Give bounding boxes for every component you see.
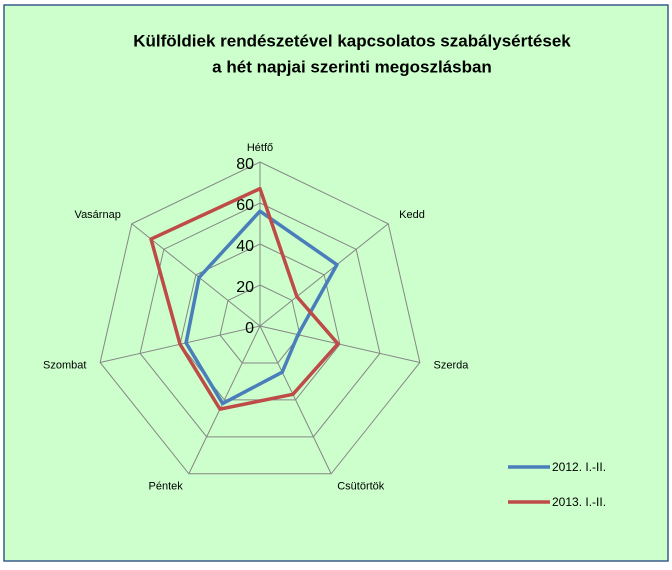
- category-label: Szerda: [434, 360, 470, 372]
- spoke: [259, 223, 389, 327]
- category-label: Vasárnap: [75, 209, 121, 221]
- y-tick-label: 0: [245, 320, 254, 337]
- series-line: [184, 209, 339, 406]
- category-label: Péntek: [149, 480, 184, 492]
- series-line: [149, 186, 340, 411]
- category-label: Kedd: [399, 209, 425, 221]
- category-label: Hétfő: [247, 142, 273, 154]
- grid-ring: [219, 284, 301, 364]
- spoke: [259, 325, 420, 363]
- legend-label: 2012. I.-II.: [552, 460, 606, 474]
- legend-label: 2013. I.-II.: [552, 495, 606, 509]
- y-tick-label: 20: [236, 279, 254, 296]
- category-label: Csütörtök: [337, 480, 385, 492]
- y-tick-label: 40: [236, 238, 254, 255]
- y-tick-label: 60: [236, 197, 254, 214]
- grid-ring: [99, 161, 421, 475]
- y-tick-label: 80: [236, 156, 254, 173]
- spoke: [188, 325, 261, 474]
- chart-title: a hét napjai szerinti megoszlásban: [212, 57, 492, 76]
- spoke: [259, 325, 332, 474]
- chart-area: [3, 4, 669, 562]
- chart-title: Külföldiek rendészetével kapcsolatos sza…: [133, 31, 571, 50]
- category-label: Szombat: [43, 360, 86, 372]
